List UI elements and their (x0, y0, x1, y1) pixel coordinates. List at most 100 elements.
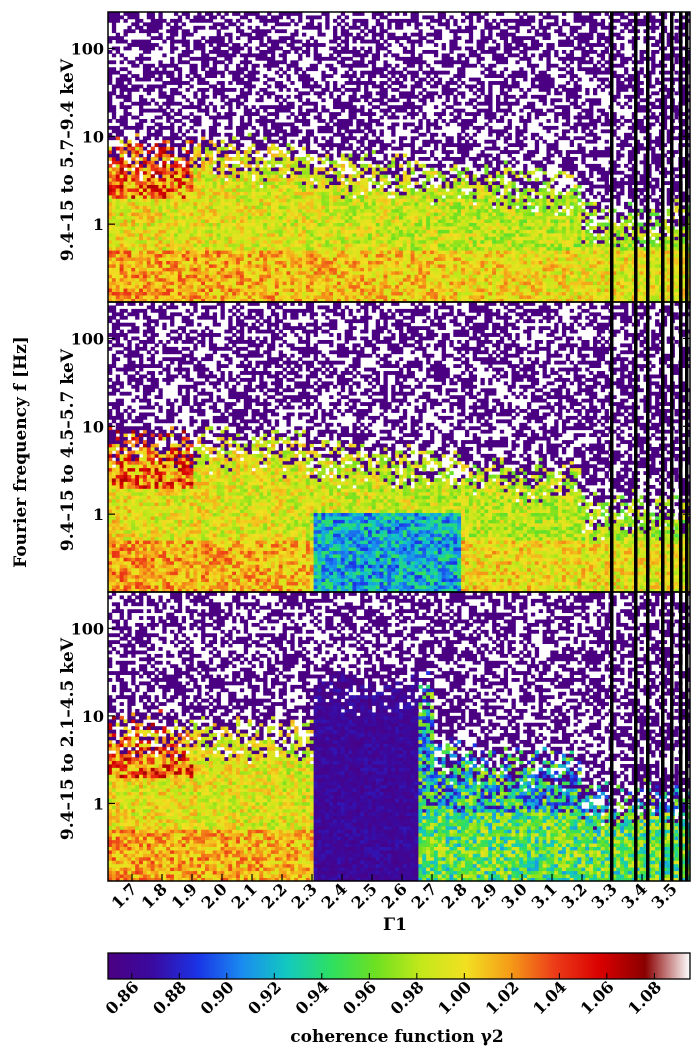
heatmap-cell (119, 226, 124, 230)
heatmap-cell (305, 177, 311, 182)
heatmap-cell (228, 39, 233, 44)
heatmap-cell (255, 157, 260, 161)
heatmap-cell (166, 136, 171, 141)
heatmap-cell (391, 295, 396, 299)
heatmap-cell (212, 119, 218, 123)
heatmap-cell (201, 201, 206, 206)
heatmap-cell (115, 184, 121, 189)
heatmap-cell (267, 167, 272, 172)
heatmap-cell (111, 208, 117, 213)
heatmap-cell (135, 215, 140, 220)
heatmap-cell (170, 250, 175, 255)
heatmap-cell (142, 70, 148, 75)
heatmap-cell (127, 222, 132, 227)
heatmap-cell (364, 295, 369, 299)
heatmap-cell (274, 212, 280, 217)
heatmap-cell (321, 184, 326, 189)
heatmap-cell (274, 122, 280, 127)
heatmap-cell (399, 253, 404, 258)
heatmap-cell (348, 136, 353, 141)
heatmap-cell (212, 22, 218, 27)
heatmap-cell (170, 98, 175, 103)
heatmap-cell (336, 184, 342, 189)
heatmap-cell (274, 208, 280, 213)
heatmap-cell (131, 188, 136, 192)
heatmap-cell (111, 167, 117, 172)
heatmap-cell (139, 284, 144, 289)
heatmap-cell (189, 215, 194, 220)
heatmap-cell (123, 229, 128, 234)
heatmap-cell (189, 125, 194, 130)
heatmap-cell (123, 208, 128, 213)
heatmap-cell (344, 188, 349, 192)
heatmap-cell (197, 15, 202, 20)
heatmap-cell (298, 139, 303, 144)
heatmap-cell (208, 291, 214, 296)
heatmap-cell (282, 281, 287, 286)
heatmap-cell (177, 18, 183, 23)
heatmap-cell (274, 281, 280, 286)
heatmap-cell (135, 222, 140, 227)
heatmap-cell (170, 39, 175, 44)
heatmap-cell (305, 253, 311, 258)
heatmap-cell (371, 81, 377, 85)
heatmap-cell (127, 191, 132, 196)
heatmap-cell (189, 288, 194, 293)
heatmap-cell (127, 267, 132, 272)
heatmap-cell (146, 87, 152, 92)
heatmap-cell (170, 150, 175, 154)
heatmap-cell (146, 229, 152, 234)
heatmap-cell (166, 174, 171, 179)
heatmap-cell (111, 53, 117, 58)
heatmap-cell (247, 163, 252, 168)
heatmap-cell (367, 129, 373, 134)
heatmap-cell (220, 146, 225, 151)
heatmap-cell (173, 229, 179, 234)
heatmap-cell (193, 198, 198, 203)
heatmap-cell (263, 160, 268, 165)
heatmap-cell (298, 229, 303, 234)
heatmap-cell (298, 56, 303, 61)
heatmap-cell (189, 253, 194, 258)
heatmap-cell (309, 167, 315, 172)
heatmap-cell (309, 63, 315, 68)
heatmap-cell (139, 205, 144, 210)
heatmap-cell (162, 229, 167, 234)
heatmap-cell (325, 177, 330, 182)
heatmap-cell (329, 250, 334, 255)
heatmap-cell (367, 60, 373, 65)
heatmap-cell (286, 205, 291, 210)
heatmap-cell (371, 74, 377, 78)
heatmap-cell (201, 236, 206, 241)
heatmap-cell (375, 205, 380, 210)
heatmap-cell (375, 229, 380, 234)
heatmap-cell (379, 205, 384, 210)
heatmap-cell (197, 208, 202, 213)
heatmap-cell (115, 215, 121, 220)
heatmap-cell (154, 163, 159, 168)
heatmap-cell (232, 205, 237, 210)
heatmap-cell (317, 119, 322, 123)
heatmap-cell (302, 122, 307, 127)
heatmap-cell (395, 288, 400, 293)
heatmap-cell (236, 81, 241, 85)
heatmap-cell (170, 264, 175, 268)
heatmap-cell (344, 232, 349, 237)
heatmap-cell (274, 98, 280, 103)
heatmap-cell (150, 84, 155, 89)
heatmap-cell (205, 198, 210, 203)
heatmap-cell (197, 43, 202, 47)
heatmap-cell (197, 119, 202, 123)
heatmap-cell (302, 250, 307, 255)
heatmap-cell (243, 229, 249, 234)
heatmap-cell (115, 264, 121, 268)
heatmap-cell (201, 219, 206, 223)
heatmap-cell (243, 84, 249, 89)
heatmap-cell (274, 270, 280, 275)
heatmap-cell (123, 184, 128, 189)
heatmap-cell (115, 246, 121, 251)
heatmap-cell (146, 12, 152, 16)
heatmap-cell (181, 219, 186, 223)
heatmap-cell (243, 32, 249, 37)
heatmap-cell (224, 274, 229, 279)
